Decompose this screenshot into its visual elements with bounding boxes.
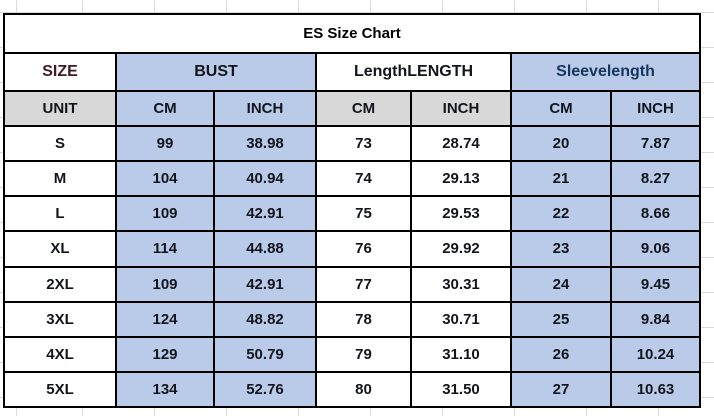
data-cell: 31.50 xyxy=(412,372,510,406)
data-cell: 21 xyxy=(512,162,610,196)
row-label-cell: M xyxy=(5,162,115,196)
unit-header-cell: INCH xyxy=(612,92,699,125)
data-cell: 42.91 xyxy=(215,197,315,231)
data-cell: 25 xyxy=(512,302,610,336)
data-cell: 30.71 xyxy=(412,302,510,336)
table-title: ES Size Chart xyxy=(5,15,699,52)
data-cell: 48.82 xyxy=(215,302,315,336)
data-cell: 38.98 xyxy=(215,127,315,161)
row-label-cell: L xyxy=(5,197,115,231)
data-cell: 20 xyxy=(512,127,610,161)
row-label-cell: 4XL xyxy=(5,337,115,371)
unit-header-cell: CM xyxy=(117,92,213,125)
data-cell: 28.74 xyxy=(412,127,510,161)
data-cell: 26 xyxy=(512,337,610,371)
data-cell: 79 xyxy=(317,337,410,371)
data-cell: 99 xyxy=(117,127,213,161)
data-cell: 23 xyxy=(512,232,610,266)
row-label-cell: 3XL xyxy=(5,302,115,336)
data-cell: 29.13 xyxy=(412,162,510,196)
data-cell: 30.31 xyxy=(412,267,510,301)
data-cell: 9.84 xyxy=(612,302,699,336)
data-cell: 77 xyxy=(317,267,410,301)
data-cell: 52.76 xyxy=(215,372,315,406)
data-cell: 109 xyxy=(117,197,213,231)
data-cell: 7.87 xyxy=(612,127,699,161)
row-label-cell: S xyxy=(5,127,115,161)
row-label-cell: XL xyxy=(5,232,115,266)
data-cell: 10.63 xyxy=(612,372,699,406)
size-chart-table: ES Size Chart SIZE BUST LengthLENGTH Sleeve… xyxy=(3,13,701,408)
data-cell: 76 xyxy=(317,232,410,266)
data-cell: 24 xyxy=(512,267,610,301)
data-cell: 44.88 xyxy=(215,232,315,266)
unit-header-cell: UNIT xyxy=(5,92,115,125)
unit-header-cell: INCH xyxy=(412,92,510,125)
column-group-bust: BUST xyxy=(117,54,315,90)
data-cell: 114 xyxy=(117,232,213,266)
data-cell: 134 xyxy=(117,372,213,406)
data-cell: 109 xyxy=(117,267,213,301)
data-cell: 8.27 xyxy=(612,162,699,196)
data-cell: 124 xyxy=(117,302,213,336)
row-label-cell: 5XL xyxy=(5,372,115,406)
column-group-sleevelength: Sleevelength xyxy=(512,54,699,90)
data-cell: 27 xyxy=(512,372,610,406)
row-label-cell: 2XL xyxy=(5,267,115,301)
data-cell: 74 xyxy=(317,162,410,196)
data-cell: 78 xyxy=(317,302,410,336)
unit-header-cell: INCH xyxy=(215,92,315,125)
data-cell: 129 xyxy=(117,337,213,371)
data-cell: 40.94 xyxy=(215,162,315,196)
column-group-size: SIZE xyxy=(5,54,115,90)
data-cell: 29.92 xyxy=(412,232,510,266)
data-cell: 22 xyxy=(512,197,610,231)
data-cell: 42.91 xyxy=(215,267,315,301)
data-cell: 10.24 xyxy=(612,337,699,371)
data-cell: 104 xyxy=(117,162,213,196)
data-cell: 50.79 xyxy=(215,337,315,371)
data-cell: 75 xyxy=(317,197,410,231)
unit-header-cell: CM xyxy=(317,92,410,125)
data-cell: 9.45 xyxy=(612,267,699,301)
column-group-lengthlength: LengthLENGTH xyxy=(317,54,510,90)
data-cell: 8.66 xyxy=(612,197,699,231)
data-cell: 31.10 xyxy=(412,337,510,371)
data-cell: 80 xyxy=(317,372,410,406)
data-cell: 29.53 xyxy=(412,197,510,231)
unit-header-cell: CM xyxy=(512,92,610,125)
data-cell: 9.06 xyxy=(612,232,699,266)
data-cell: 73 xyxy=(317,127,410,161)
